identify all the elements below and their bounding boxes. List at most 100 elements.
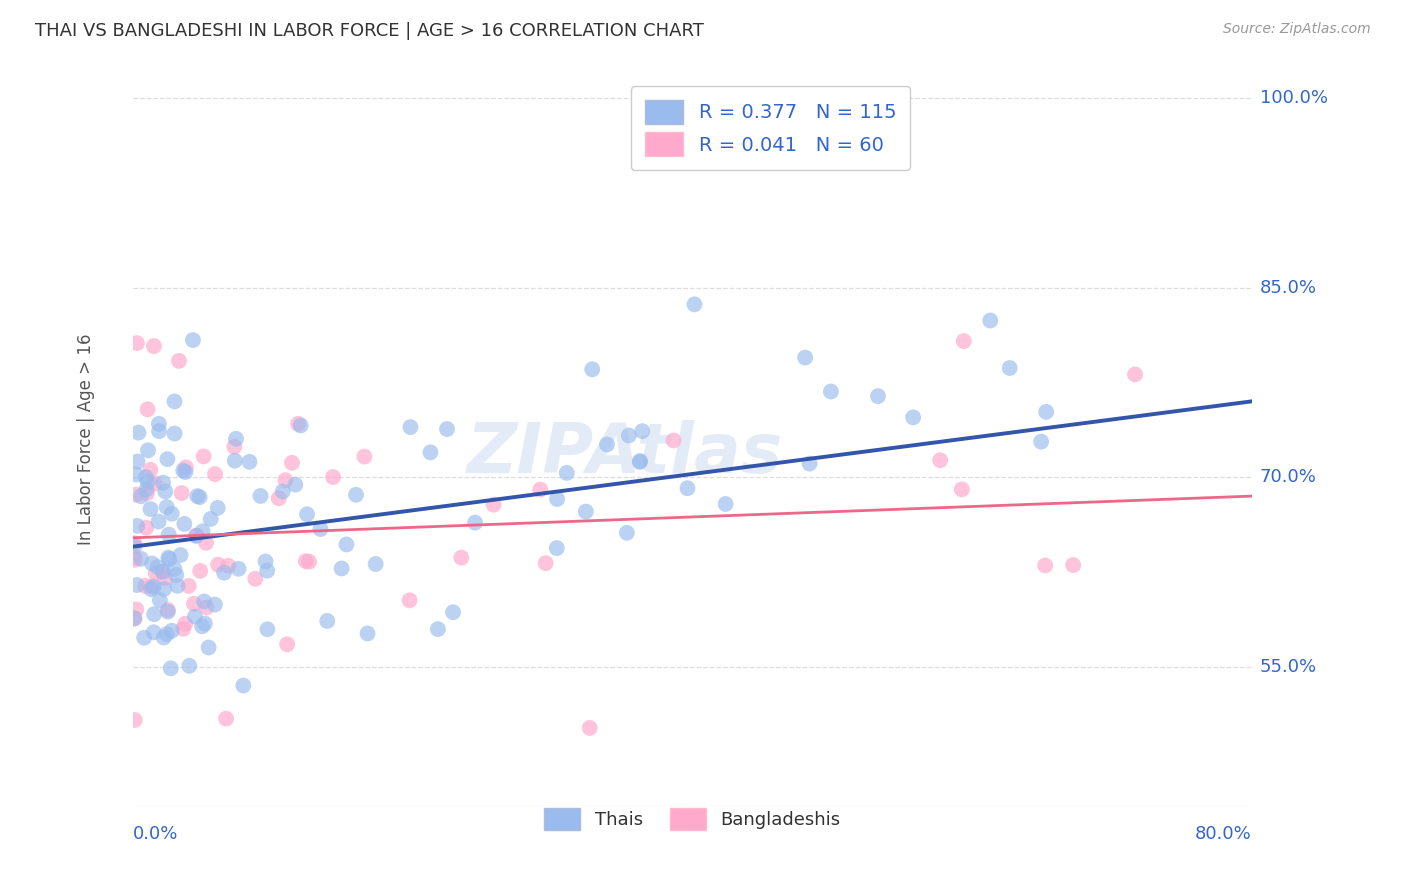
Legend: Thais, Bangladeshis: Thais, Bangladeshis xyxy=(537,800,848,837)
Point xyxy=(662,434,685,448)
Point xyxy=(794,351,817,365)
Point xyxy=(628,455,651,469)
Point xyxy=(197,640,219,655)
Point xyxy=(152,475,174,490)
Text: 55.0%: 55.0% xyxy=(1260,657,1317,675)
Point xyxy=(322,470,344,484)
Point xyxy=(145,566,167,581)
Point xyxy=(596,437,619,451)
Text: 100.0%: 100.0% xyxy=(1260,89,1327,107)
Point xyxy=(335,537,357,551)
Point xyxy=(191,524,214,539)
Text: 70.0%: 70.0% xyxy=(1260,468,1317,486)
Point xyxy=(124,553,146,567)
Text: Source: ZipAtlas.com: Source: ZipAtlas.com xyxy=(1223,22,1371,37)
Point xyxy=(135,486,157,500)
Point xyxy=(135,470,157,484)
Text: 0.0%: 0.0% xyxy=(134,824,179,843)
Point xyxy=(143,607,166,622)
Point xyxy=(136,402,159,417)
Point xyxy=(167,354,190,368)
Point xyxy=(534,556,557,570)
Point xyxy=(294,554,316,568)
Point xyxy=(125,602,148,616)
Point xyxy=(141,580,163,594)
Point xyxy=(186,529,208,543)
Point xyxy=(174,460,197,475)
Point xyxy=(953,334,976,348)
Point xyxy=(143,476,166,491)
Point xyxy=(529,483,551,497)
Point xyxy=(575,505,598,519)
Point xyxy=(184,529,207,543)
Point xyxy=(217,558,239,573)
Point xyxy=(181,333,204,347)
Point xyxy=(139,502,162,516)
Point xyxy=(160,624,183,638)
Point xyxy=(148,424,170,438)
Point xyxy=(156,603,179,617)
Point xyxy=(683,297,706,311)
Point xyxy=(482,498,505,512)
Point xyxy=(179,658,201,673)
Point xyxy=(141,557,163,571)
Point xyxy=(194,616,217,631)
Point xyxy=(124,536,146,550)
Point xyxy=(290,418,312,433)
Point xyxy=(1033,558,1056,573)
Point xyxy=(148,515,170,529)
Point xyxy=(419,445,441,459)
Point xyxy=(204,598,226,612)
Point xyxy=(124,539,146,553)
Point xyxy=(149,593,172,607)
Point xyxy=(139,463,162,477)
Point xyxy=(820,384,842,399)
Point xyxy=(135,483,157,497)
Point xyxy=(129,551,152,566)
Point xyxy=(152,565,174,579)
Point xyxy=(281,456,304,470)
Point xyxy=(177,579,200,593)
Point xyxy=(172,622,194,636)
Point xyxy=(200,512,222,526)
Point xyxy=(364,557,387,571)
Point xyxy=(581,362,603,376)
Point xyxy=(127,454,149,468)
Text: 80.0%: 80.0% xyxy=(1195,824,1251,843)
Point xyxy=(256,622,278,636)
Point xyxy=(134,579,156,593)
Point xyxy=(156,500,179,514)
Point xyxy=(398,593,420,607)
Point xyxy=(127,519,149,533)
Point xyxy=(1062,558,1084,572)
Point xyxy=(157,550,180,565)
Point xyxy=(224,453,246,467)
Point xyxy=(1031,434,1053,449)
Point xyxy=(799,457,821,471)
Point xyxy=(356,626,378,640)
Point xyxy=(287,417,309,431)
Point xyxy=(174,616,197,631)
Point xyxy=(152,565,174,579)
Point xyxy=(125,467,148,482)
Point xyxy=(225,432,247,446)
Point xyxy=(139,582,162,597)
Point xyxy=(165,568,187,582)
Point xyxy=(298,555,321,569)
Point xyxy=(188,564,211,578)
Point xyxy=(207,558,229,572)
Point xyxy=(353,450,375,464)
Point xyxy=(207,500,229,515)
Point xyxy=(163,394,186,409)
Point xyxy=(142,339,165,353)
Point xyxy=(232,679,254,693)
Point xyxy=(441,605,464,619)
Text: In Labor Force | Age > 16: In Labor Force | Age > 16 xyxy=(77,334,96,545)
Point xyxy=(124,713,146,727)
Point xyxy=(188,490,211,504)
Point xyxy=(156,452,179,467)
Point xyxy=(191,619,214,633)
Point xyxy=(157,552,180,566)
Point xyxy=(295,507,318,521)
Point xyxy=(136,443,159,458)
